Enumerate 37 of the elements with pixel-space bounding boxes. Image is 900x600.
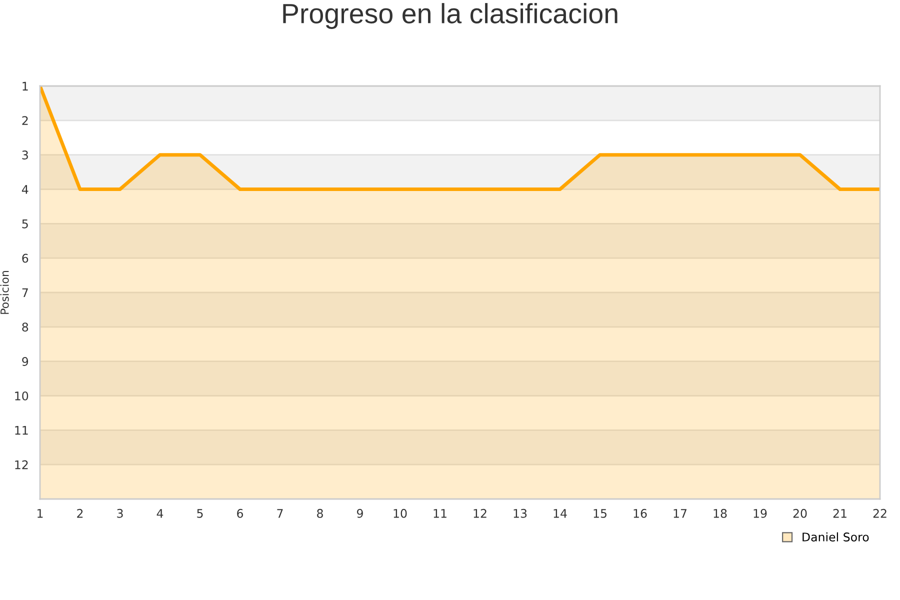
y-tick-label: 8 [22,322,28,332]
x-tick-label: 4 [156,509,164,518]
y-tick-label: 6 [22,254,28,263]
x-tick-label: 8 [317,508,323,518]
y-tick-label: 9 [22,357,28,366]
x-tick-label: 19 [754,508,767,518]
legend-label: Daniel Soro [802,532,869,542]
x-tick-label: 3 [117,508,123,518]
x-tick-label: 10 [394,508,407,518]
x-tick-label: 9 [356,508,363,518]
x-tick-label: 14 [554,509,567,518]
x-tick-label: 7 [277,509,283,518]
x-tick-label: 2 [77,508,83,518]
x-tick-label: 6 [237,508,244,518]
y-tick-label: 12 [15,460,28,470]
x-tick-label: 16 [634,508,647,518]
x-tick-label: 20 [793,508,807,518]
x-tick-label: 17 [674,509,686,518]
y-tick-label: 1 [22,82,28,90]
x-tick-label: 21 [833,508,846,518]
y-tick-label: 2 [22,116,28,125]
y-tick-label: 4 [22,185,28,194]
y-axis-title: Posicion [0,270,9,314]
y-tick-label: 5 [22,220,28,228]
x-tick-label: 15 [594,509,606,518]
y-tick-label: 10 [15,391,28,400]
x-tick-label: 22 [873,508,886,518]
y-tick-label: 7 [22,288,28,297]
x-tick-label: 1 [38,509,43,518]
x-tick-label: 11 [434,509,446,518]
x-tick-label: 18 [714,508,727,518]
x-tick-label: 13 [514,508,527,518]
y-tick-label: 3 [22,150,28,160]
x-tick-label: 5 [197,509,203,518]
y-tick-label: 11 [15,426,28,435]
x-tick-label: 12 [474,508,486,518]
chart-title: Progreso en la clasificacion [283,3,618,29]
